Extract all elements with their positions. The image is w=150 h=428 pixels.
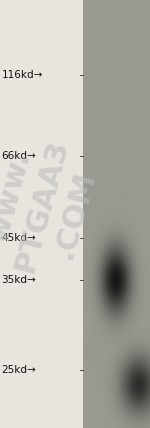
Text: 66kd→: 66kd→ [2,151,36,161]
Text: 116kd→: 116kd→ [2,70,43,80]
Text: 35kd→: 35kd→ [2,275,36,285]
Text: 25kd→: 25kd→ [2,365,36,375]
Text: www.
PTGAA3
.COM: www. PTGAA3 .COM [0,127,106,284]
Bar [83,0,150,428]
Text: 45kd→: 45kd→ [2,232,36,243]
